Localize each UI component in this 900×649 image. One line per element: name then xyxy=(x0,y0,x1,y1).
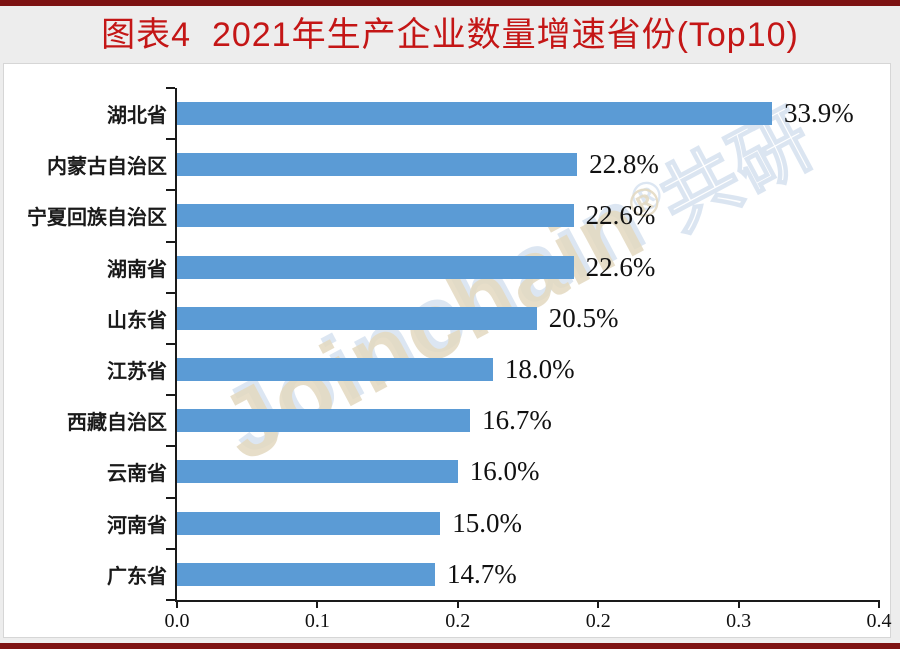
category-label: 西藏自治区 xyxy=(67,412,167,435)
category-label: 宁夏回族自治区 xyxy=(27,207,167,230)
value-label: 20.5% xyxy=(548,302,619,333)
x-axis-tick-mark xyxy=(878,600,880,608)
x-axis-tick-mark xyxy=(316,600,319,608)
value-label: 16.7% xyxy=(482,405,552,436)
bar xyxy=(177,255,574,279)
x-axis-tick-mark xyxy=(176,600,178,608)
x-axis-tick-mark xyxy=(597,600,600,608)
category-label: 江苏省 xyxy=(107,361,167,384)
bottom-border-line xyxy=(0,643,900,649)
value-label: 33.9% xyxy=(783,98,854,129)
x-axis-tick-label: 0.0 xyxy=(164,610,190,632)
category-label: 山东省 xyxy=(107,309,167,332)
bar-row: 宁夏回族自治区 22.6% xyxy=(27,190,879,241)
x-axis-tick-label: 0.4 xyxy=(866,610,892,632)
bar xyxy=(177,562,435,586)
x-axis-tick-label: 0.2 xyxy=(445,610,471,632)
bar xyxy=(177,358,493,382)
value-label: 18.0% xyxy=(504,354,575,385)
bar-row: 湖南省 22.6% xyxy=(107,242,879,293)
x-axis-tick-label: 0.1 xyxy=(304,610,330,632)
bar-row: 湖北省 33.9% xyxy=(107,88,879,139)
value-label: 22.6% xyxy=(585,200,656,231)
category-label: 湖北省 xyxy=(107,105,167,128)
y-axis-tick-mark xyxy=(166,291,175,294)
category-label: 湖南省 xyxy=(107,258,167,281)
plot-area: 湖北省 33.9% 内蒙古自治区 22.8% 宁夏回族自治区 22.6% 湖南省 22.6% 山… xyxy=(27,87,892,632)
bar-row: 云南省 16.0% xyxy=(107,446,879,497)
bar xyxy=(177,102,772,126)
bar xyxy=(177,460,458,484)
bar xyxy=(177,306,537,330)
y-axis-tick-mark xyxy=(166,343,175,345)
category-label: 广东省 xyxy=(107,565,167,588)
chart-title: 图表4 2021年生产企业数量增速省份(Top10) xyxy=(101,16,799,54)
bar xyxy=(177,409,471,433)
x-axis-tick-label: 0.2 xyxy=(585,610,611,632)
bar xyxy=(177,511,441,535)
x-axis-tick-mark xyxy=(737,600,740,608)
category-label: 云南省 xyxy=(107,463,167,486)
bar-row: 江苏省 18.0% xyxy=(107,344,879,395)
bar-row: 西藏自治区 16.7% xyxy=(67,395,879,446)
y-axis-tick-mark xyxy=(166,547,175,550)
bar xyxy=(177,153,578,177)
y-axis-tick-mark xyxy=(166,394,175,397)
y-axis-tick-mark xyxy=(166,189,175,192)
y-axis-tick-mark xyxy=(166,240,175,243)
bar-row: 内蒙古自治区 22.8% xyxy=(47,139,879,190)
value-label: 16.0% xyxy=(469,456,540,487)
bar xyxy=(177,204,574,228)
bar-rows: 湖北省 33.9% 内蒙古自治区 22.8% 宁夏回族自治区 22.6% 湖南省 22.6% 山… xyxy=(27,88,879,600)
x-axis-tick-mark xyxy=(456,600,459,608)
value-label: 22.8% xyxy=(589,149,659,180)
y-axis-tick-mark xyxy=(166,445,175,448)
value-label: 22.6% xyxy=(585,251,656,282)
category-label: 河南省 xyxy=(107,514,167,537)
bar-row: 广东省 14.7% xyxy=(107,549,879,600)
y-axis-tick-mark xyxy=(166,599,175,601)
y-axis-tick-mark xyxy=(166,138,175,141)
y-axis-tick-mark xyxy=(166,496,175,499)
bar-row: 河南省 15.0% xyxy=(107,498,879,549)
category-label: 内蒙古自治区 xyxy=(47,156,167,179)
top-border-line xyxy=(0,0,900,6)
value-label: 15.0% xyxy=(452,507,522,538)
value-label: 14.7% xyxy=(446,558,517,589)
y-axis-tick-mark xyxy=(166,87,175,89)
x-axis-tick-label: 0.3 xyxy=(726,610,752,632)
bar-row: 山东省 20.5% xyxy=(107,293,879,344)
